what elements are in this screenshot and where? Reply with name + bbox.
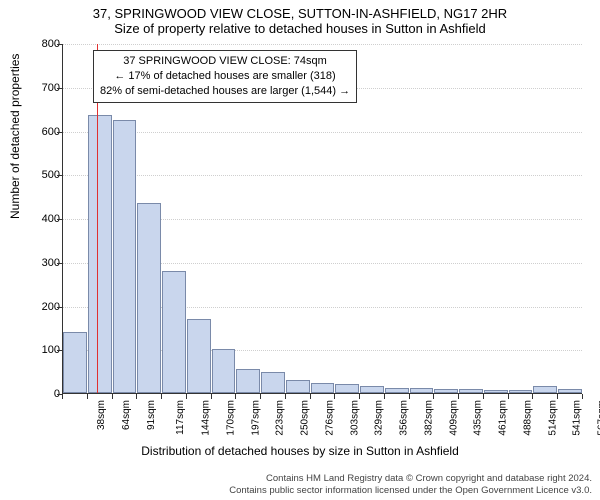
- footer: Contains HM Land Registry data © Crown c…: [8, 473, 592, 496]
- x-tick: 329sqm: [374, 400, 385, 436]
- histogram-bar: [533, 386, 557, 393]
- footer-line-2: Contains public sector information licen…: [8, 485, 592, 496]
- gridline: [63, 132, 582, 133]
- gridline: [63, 44, 582, 45]
- histogram-bar: [236, 369, 260, 393]
- histogram-bar: [113, 120, 137, 393]
- x-tick: 117sqm: [175, 400, 186, 435]
- x-tick: 303sqm: [349, 400, 360, 436]
- histogram-bar: [137, 203, 161, 393]
- x-tick: 250sqm: [300, 400, 311, 436]
- x-tick: 435sqm: [473, 400, 484, 436]
- histogram-bar: [88, 115, 112, 393]
- histogram-bar: [212, 349, 236, 393]
- histogram-bar: [459, 389, 483, 393]
- x-tick: 91sqm: [146, 400, 157, 430]
- x-tick: 144sqm: [201, 400, 212, 436]
- x-tick: 64sqm: [121, 400, 132, 430]
- y-axis: 0100200300400500600700800: [0, 44, 62, 394]
- histogram-bar: [162, 271, 186, 394]
- x-tick: 409sqm: [448, 400, 459, 436]
- histogram-bar: [286, 380, 310, 393]
- x-tick: 170sqm: [225, 400, 236, 436]
- info-line-3: 82% of semi-detached houses are larger (…: [100, 84, 350, 99]
- chart-subtitle: Size of property relative to detached ho…: [0, 21, 600, 40]
- info-line-2: ← 17% of detached houses are smaller (31…: [100, 69, 350, 84]
- x-tick: 514sqm: [547, 400, 558, 436]
- x-tick: 541sqm: [572, 400, 583, 436]
- histogram-bar: [410, 388, 434, 393]
- x-tick: 382sqm: [423, 400, 434, 436]
- chart-title-address: 37, SPRINGWOOD VIEW CLOSE, SUTTON-IN-ASH…: [0, 0, 600, 21]
- info-box: 37 SPRINGWOOD VIEW CLOSE: 74sqm ← 17% of…: [93, 50, 357, 103]
- x-tick: 276sqm: [324, 400, 335, 436]
- histogram-bar: [509, 390, 533, 394]
- histogram-bar: [187, 319, 211, 393]
- x-tick: 197sqm: [250, 400, 261, 436]
- histogram-bar: [261, 372, 285, 393]
- histogram-bar: [63, 332, 87, 393]
- histogram-bar: [385, 388, 409, 393]
- gridline: [63, 175, 582, 176]
- x-tick: 488sqm: [523, 400, 534, 436]
- x-tick: 461sqm: [498, 400, 509, 436]
- histogram-bar: [558, 389, 582, 393]
- x-tick: 38sqm: [96, 400, 107, 430]
- x-axis-label: Distribution of detached houses by size …: [0, 444, 600, 458]
- histogram-bar: [311, 383, 335, 393]
- footer-line-1: Contains HM Land Registry data © Crown c…: [8, 473, 592, 484]
- histogram-bar: [360, 386, 384, 393]
- x-tick: 356sqm: [399, 400, 410, 436]
- x-tick: 223sqm: [275, 400, 286, 436]
- histogram-bar: [335, 384, 359, 393]
- histogram-bar: [484, 390, 508, 394]
- info-line-1: 37 SPRINGWOOD VIEW CLOSE: 74sqm: [100, 54, 350, 69]
- chart-container: 37, SPRINGWOOD VIEW CLOSE, SUTTON-IN-ASH…: [0, 0, 600, 500]
- plot-area: 37 SPRINGWOOD VIEW CLOSE: 74sqm ← 17% of…: [62, 44, 582, 394]
- histogram-bar: [434, 389, 458, 393]
